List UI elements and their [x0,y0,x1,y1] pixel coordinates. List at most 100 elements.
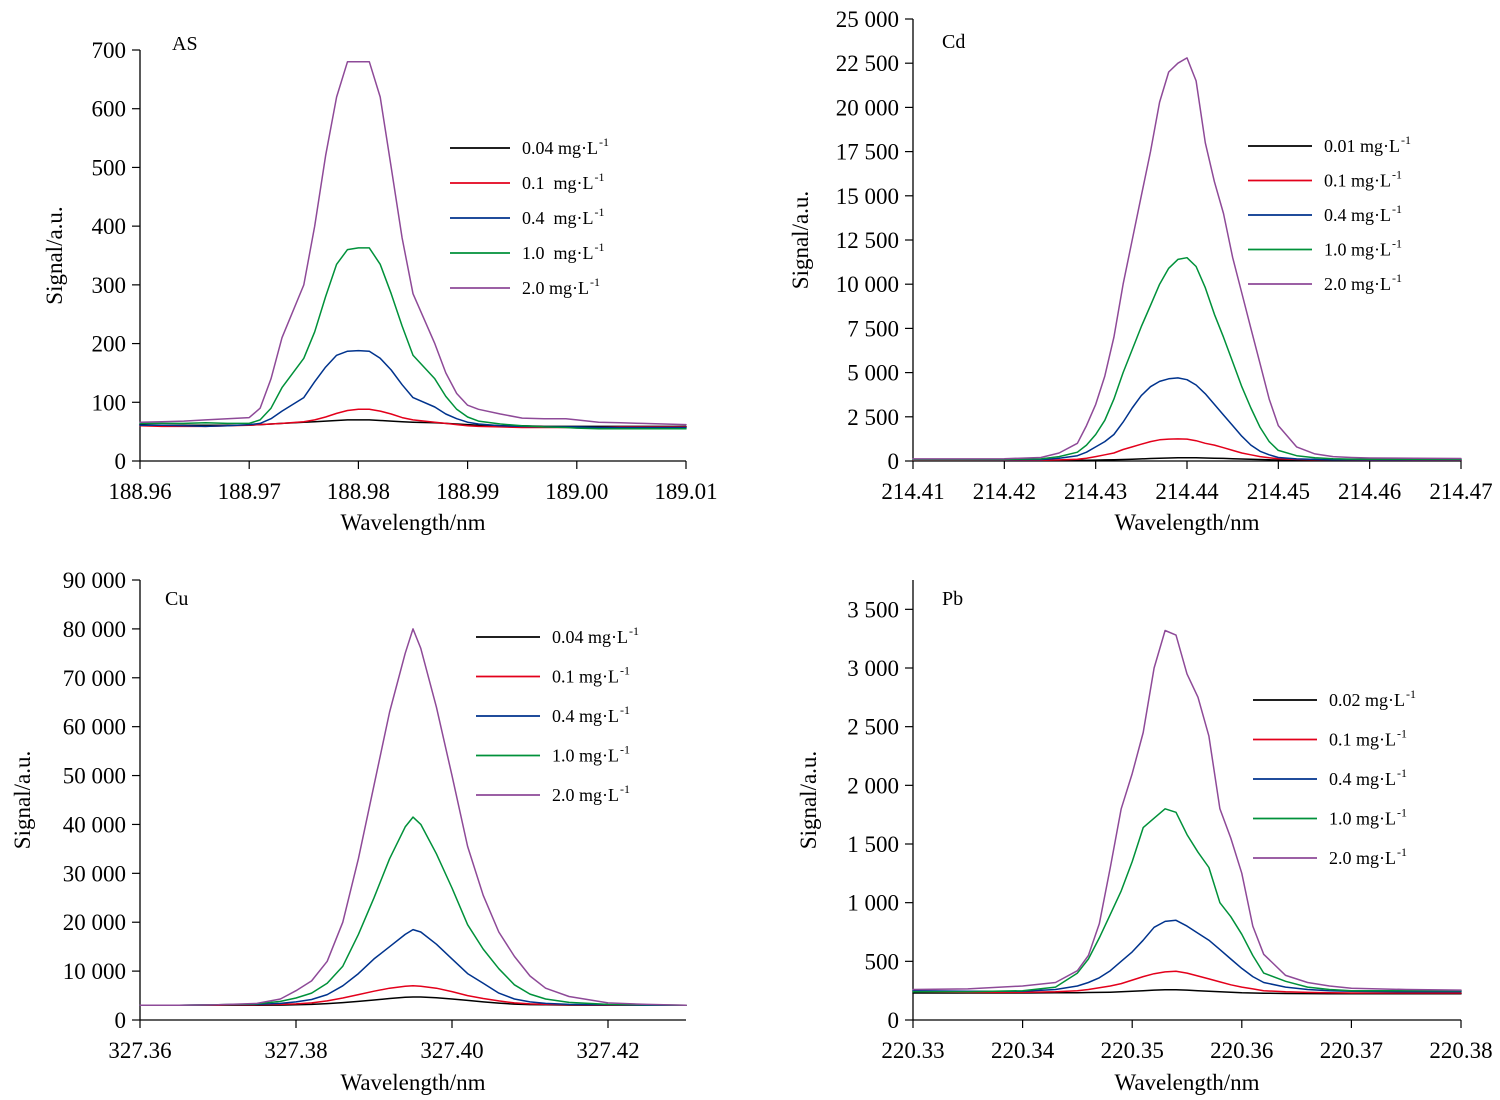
panel-label: AS [172,33,198,55]
legend-superscript: -1 [595,205,605,219]
legend-superscript: -1 [1401,133,1411,147]
legend: 0.04 mg·L-10.1 mg·L-10.4 mg·L-11.0 mg·L-… [450,135,609,298]
legend-label: 2.0 mg·L [522,278,589,298]
y-tick-label: 12 500 [836,228,899,253]
y-tick-label: 300 [92,273,127,298]
y-tick-label: 2 000 [847,773,899,798]
x-tick-label: 214.45 [1247,479,1310,504]
x-tick-label: 189.01 [654,479,717,504]
legend-superscript: -1 [595,240,605,254]
x-tick-label: 214.41 [881,479,944,504]
y-tick-label: 3 500 [847,597,899,622]
series-line [912,57,1462,460]
legend-label: 0.1 mg·L [522,173,594,193]
legend-superscript: -1 [1397,727,1407,741]
legend-entry: 2.0 mg·L-1 [1329,845,1407,868]
legend-entry: 2.0 mg·L-1 [522,275,600,298]
legend-superscript: -1 [620,743,630,757]
x-tick-label: 214.43 [1064,479,1127,504]
y-tick-label: 10 000 [836,272,899,297]
y-tick-label: 500 [92,155,127,180]
legend-entry: 0.1 mg·L-1 [1329,727,1407,750]
y-tick-label: 1 000 [847,891,899,916]
y-tick-label: 2 500 [847,405,899,430]
legend-label: 0.1 mg·L [1329,730,1396,750]
y-tick-label: 22 500 [836,51,899,76]
legend-superscript: -1 [595,170,605,184]
legend-superscript: -1 [1392,237,1402,251]
series-line [139,985,687,1007]
y-tick-label: 700 [92,38,127,63]
legend-entry: 1.0 mg·L-1 [522,240,605,263]
legend-entry: 0.02 mg·L-1 [1329,687,1416,710]
y-tick-label: 17 500 [836,140,899,165]
legend-entry: 1.0 mg·L-1 [1329,806,1407,829]
y-tick-label: 50 000 [63,764,126,789]
y-tick-label: 2 500 [847,715,899,740]
legend-label: 0.4 mg·L [1329,769,1396,789]
legend-superscript: -1 [629,624,639,638]
legend-label: 0.01 mg·L [1324,136,1400,156]
y-tick-label: 600 [92,97,127,122]
legend-superscript: -1 [620,664,630,678]
y-tick-label: 400 [92,214,127,239]
legend-superscript: -1 [1392,202,1402,216]
x-tick-label: 327.36 [108,1038,171,1063]
panel-label: Pb [942,588,963,610]
legend-entry: 0.04 mg·L-1 [552,624,639,647]
chart-panel-1: 0 100 200 300 400 500 600 700 188.96 188.97 188.98… [42,33,718,535]
legend-superscript: -1 [620,782,630,796]
y-tick-label: 200 [92,332,127,357]
x-tick-label: 327.40 [420,1038,483,1063]
legend-label: 2.0 mg·L [1329,848,1396,868]
legend: 0.01 mg·L-10.1 mg·L-10.4 mg·L-11.0 mg·L-… [1248,133,1411,294]
legend-entry: 1.0 mg·L-1 [552,743,630,766]
legend-superscript: -1 [1392,271,1402,285]
x-tick-label: 327.38 [264,1038,327,1063]
x-tick-label: 188.98 [327,479,390,504]
legend-label: 0.1 mg·L [1324,171,1391,191]
series-line [912,629,1462,991]
y-axis-title: Signal/a.u. [42,206,67,304]
y-tick-label: 60 000 [63,715,126,740]
y-axis-title: Signal/a.u. [788,191,813,289]
legend-label: 0.4 mg·L [1324,205,1391,225]
legend-entry: 2.0 mg·L-1 [1324,271,1402,294]
series-line [912,988,1462,995]
legend-label: 1.0 mg·L [522,243,594,263]
legend-superscript: -1 [1397,845,1407,859]
y-axis-title: Signal/a.u. [10,751,35,849]
legend-label: 0.04 mg·L [522,138,598,158]
legend-entry: 0.1 mg·L-1 [1324,168,1402,191]
x-axis-title: Wavelength/nm [340,1070,485,1095]
y-tick-label: 15 000 [836,184,899,209]
legend-label: 0.04 mg·L [552,627,628,647]
legend-label: 0.4 mg·L [552,706,619,726]
legend-entry: 0.01 mg·L-1 [1324,133,1411,156]
series-line [912,377,1462,461]
chart-panel-2: 0 2 500 5 000 7 500 10 000 12 500 15 000 17 500… [788,7,1493,535]
x-tick-label: 188.99 [436,479,499,504]
y-tick-label: 3 000 [847,656,899,681]
legend-label: 1.0 mg·L [1329,809,1396,829]
legend-label: 0.4 mg·L [522,208,594,228]
x-tick-label: 188.96 [108,479,171,504]
legend: 0.04 mg·L-10.1 mg·L-10.4 mg·L-11.0 mg·L-… [476,624,639,805]
x-axis-title: Wavelength/nm [1114,510,1259,535]
y-tick-label: 25 000 [836,7,899,32]
legend-superscript: -1 [620,703,630,717]
x-tick-label: 327.42 [576,1038,639,1063]
y-tick-label: 0 [888,449,900,474]
chart-panel-3: 0 10 000 20 000 30 000 40 000 50 000 60 000 70 … [10,568,687,1095]
x-tick-label: 214.44 [1155,479,1219,504]
series-line [139,60,687,426]
panel-label: Cu [165,588,188,610]
y-tick-label: 7 500 [847,316,899,341]
y-tick-label: 90 000 [63,568,126,593]
x-tick-label: 188.97 [218,479,281,504]
legend-entry: 0.04 mg·L-1 [522,135,609,158]
series-line [139,928,687,1007]
y-tick-label: 1 500 [847,832,899,857]
legend-label: 1.0 mg·L [552,746,619,766]
